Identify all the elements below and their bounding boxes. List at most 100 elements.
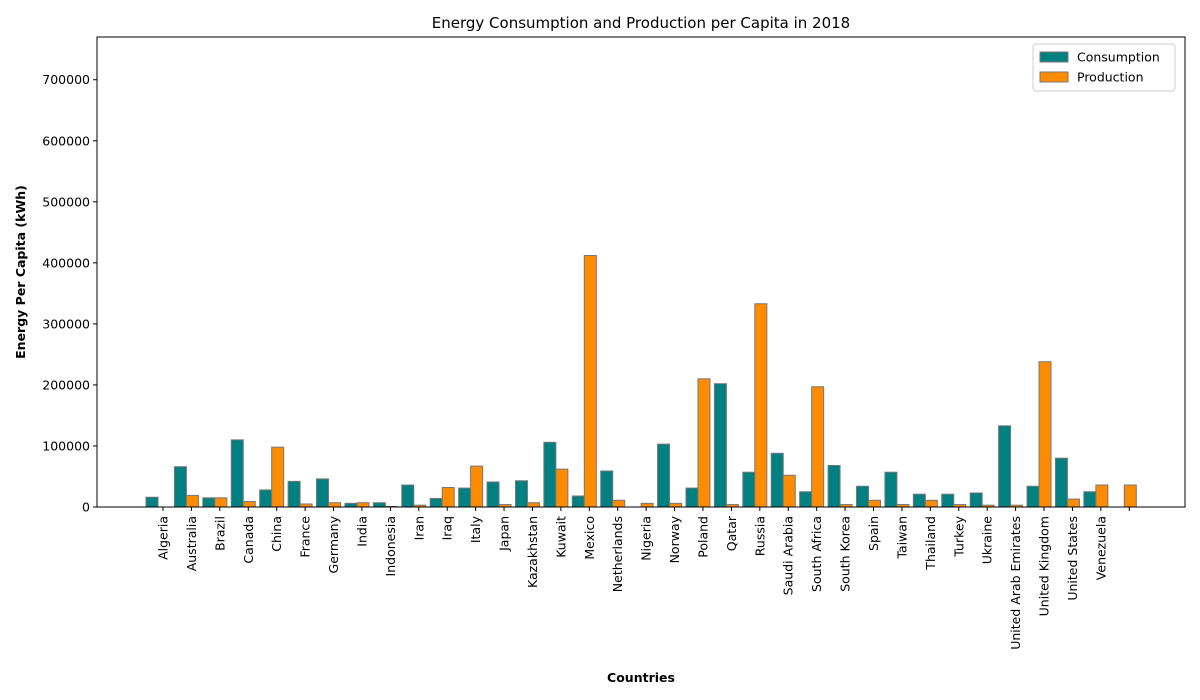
bar xyxy=(202,497,216,508)
x-tick-label: Turkey xyxy=(951,515,966,557)
bar xyxy=(173,466,187,508)
bar xyxy=(486,481,500,508)
bar xyxy=(555,468,569,508)
bar xyxy=(1123,484,1137,508)
legend-label: Consumption xyxy=(1077,50,1160,65)
bar xyxy=(259,489,273,508)
x-tick-label: Taiwan xyxy=(894,516,909,560)
x-tick-label: Netherlands xyxy=(610,516,625,592)
legend-swatch xyxy=(1039,51,1069,63)
x-tick-label: Russia xyxy=(752,516,767,556)
bar xyxy=(429,497,443,508)
x-tick-label: Iran xyxy=(411,516,426,540)
x-tick-label: Canada xyxy=(241,516,256,564)
bar xyxy=(145,496,159,508)
x-tick-label: Saudi Arabia xyxy=(781,516,796,595)
y-tick-label: 200000 xyxy=(42,377,90,392)
bar xyxy=(600,470,614,508)
bar xyxy=(1083,491,1097,508)
x-tick-label: Thailand xyxy=(923,516,938,571)
y-tick-label: 300000 xyxy=(42,316,90,331)
y-tick-label: 500000 xyxy=(42,194,90,209)
bar xyxy=(924,499,938,508)
bar xyxy=(583,255,597,508)
y-tick-label: 600000 xyxy=(42,133,90,148)
bar xyxy=(401,484,415,508)
x-tick-label: South Korea xyxy=(838,516,853,592)
x-tick-label: Poland xyxy=(695,516,710,558)
y-axis-label: Energy Per Capita (kWh) xyxy=(13,185,28,359)
x-tick-label: India xyxy=(354,516,369,547)
x-tick-label: France xyxy=(298,516,313,558)
bar xyxy=(287,480,301,508)
x-tick-label: South Africa xyxy=(809,516,824,592)
bar xyxy=(242,501,256,508)
x-tick-label: Qatar xyxy=(724,515,739,551)
bar xyxy=(969,492,983,508)
x-tick-label: China xyxy=(269,516,284,552)
bar xyxy=(571,495,585,508)
bar xyxy=(827,464,841,508)
bar xyxy=(328,502,342,508)
bar xyxy=(754,303,768,508)
x-tick-label: Ukraine xyxy=(980,516,995,565)
bar xyxy=(372,502,386,508)
x-tick-label: Iraq xyxy=(440,516,455,540)
x-tick-label: Kuwait xyxy=(553,516,568,558)
bar xyxy=(1066,498,1080,508)
bar xyxy=(697,378,711,508)
bar xyxy=(458,487,472,508)
bar xyxy=(1095,484,1109,508)
x-tick-label: United Kingdom xyxy=(1037,516,1052,616)
bar xyxy=(470,465,484,508)
bar xyxy=(770,452,784,508)
bar xyxy=(884,471,898,508)
bar xyxy=(856,485,869,508)
bar xyxy=(941,493,955,508)
bar xyxy=(612,499,626,508)
plot-frame xyxy=(96,36,1186,508)
bar xyxy=(868,499,881,508)
x-tick-label: Germany xyxy=(326,515,341,573)
x-tick-label: United Arab Emirates xyxy=(1008,516,1023,650)
bar xyxy=(316,478,330,508)
x-tick-label: Mexico xyxy=(582,516,597,560)
bar xyxy=(669,502,683,508)
legend-swatch xyxy=(1039,71,1069,83)
bar xyxy=(742,471,756,508)
x-tick-label: Nigeria xyxy=(639,516,654,561)
x-axis-label: Countries xyxy=(607,670,675,685)
bar xyxy=(526,502,540,508)
x-tick-label: Australia xyxy=(184,516,199,571)
x-tick-label: United States xyxy=(1065,516,1080,601)
bar xyxy=(713,383,727,508)
bar xyxy=(543,441,557,508)
bar xyxy=(782,474,796,508)
bar xyxy=(1026,485,1040,508)
bar xyxy=(514,480,528,508)
bar xyxy=(356,502,370,508)
legend-label: Production xyxy=(1077,70,1144,85)
chart-title: Energy Consumption and Production per Ca… xyxy=(432,14,850,32)
bar xyxy=(811,386,825,508)
bar xyxy=(230,439,244,508)
bar xyxy=(685,487,699,508)
x-tick-label: Spain xyxy=(866,516,881,551)
bar xyxy=(1054,457,1068,508)
bar xyxy=(1038,361,1052,508)
x-tick-label: Brazil xyxy=(212,516,227,551)
x-tick-label: Norway xyxy=(667,515,682,563)
bar xyxy=(441,486,455,508)
x-tick-label: Italy xyxy=(468,515,483,543)
x-tick-label: Japan xyxy=(497,516,512,552)
bar xyxy=(799,491,813,508)
bar xyxy=(912,493,926,508)
bar xyxy=(271,446,285,508)
bar xyxy=(185,494,199,508)
legend: Consumption Production xyxy=(1032,43,1176,92)
y-tick-label: 400000 xyxy=(42,255,90,270)
x-tick-label: Indonesia xyxy=(383,516,398,576)
x-tick-label: Venezuela xyxy=(1093,516,1108,580)
